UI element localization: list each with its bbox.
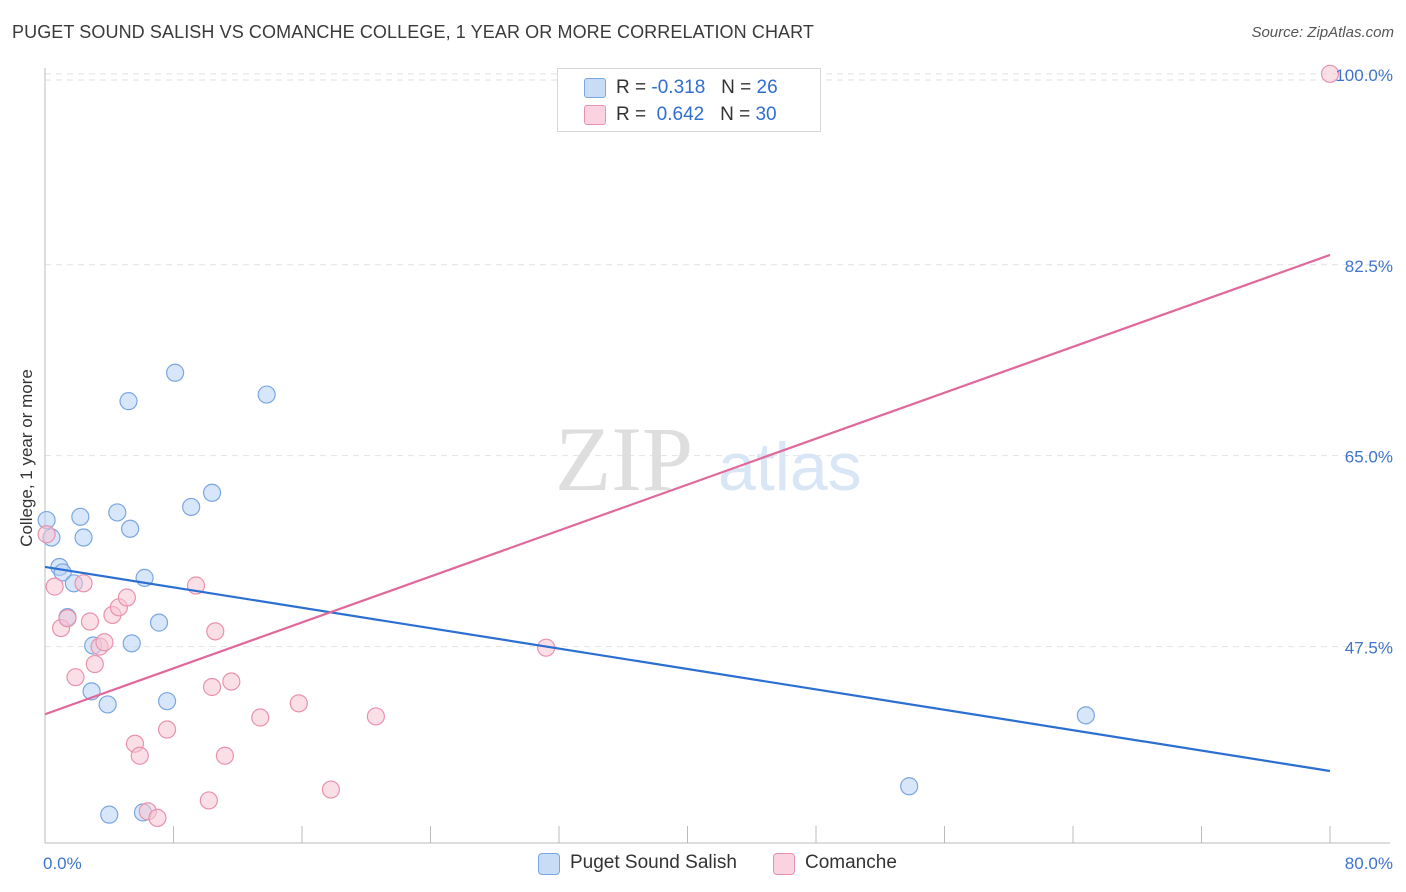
data-point-puget-sound-salish [1076,706,1095,725]
data-point-puget-sound-salish [98,695,117,714]
legend-n-label: N = [720,104,751,125]
data-point-puget-sound-salish [202,483,222,502]
data-point-puget-sound-salish [182,497,201,517]
data-point-puget-sound-salish [149,613,169,632]
watermark: ZIP atlas [555,408,862,510]
bottom-legend-label-pink: Comanche [805,852,897,873]
data-point-puget-sound-salish [71,507,90,526]
data-point-comanche [117,588,137,607]
data-point-comanche [148,808,167,828]
legend-stats-pink: R = 0.642 N = 30 [616,104,777,126]
y-tick-label: 65.0% [1345,448,1393,467]
legend-n-value-blue: 26 [756,77,778,98]
data-point-comanche [199,791,218,810]
data-point-puget-sound-salish [119,392,138,411]
point-layer [37,64,1340,828]
data-point-comanche [45,577,64,596]
trend-line-puget-sound-salish [44,565,1331,773]
data-point-comanche [58,609,77,628]
data-point-comanche [80,612,100,631]
data-point-comanche [66,668,85,687]
y-axis-label: College, 1 year or more [17,369,36,547]
data-point-comanche [85,654,104,674]
data-point-comanche [202,677,222,697]
data-point-comanche [130,746,149,765]
data-point-comanche [215,746,234,765]
data-point-puget-sound-salish [121,519,140,538]
correlation-legend: R = -0.318 N = 26 R = 0.642 N = 30 [557,68,821,132]
data-point-puget-sound-salish [74,528,93,547]
legend-n-value-pink: 30 [755,104,777,125]
legend-r-value-blue: -0.318 [651,77,706,98]
data-point-comanche [206,622,225,641]
data-point-puget-sound-salish [166,363,185,382]
bottom-legend-swatch-pink [773,853,795,875]
data-point-comanche [157,720,177,739]
data-point-comanche [95,633,114,652]
data-point-puget-sound-salish [257,385,276,404]
data-point-comanche [321,780,341,799]
y-tick-label: 100.0% [1335,66,1393,85]
source-credit: Source: ZipAtlas.com [1251,24,1394,41]
watermark-atlas: atlas [718,429,862,505]
data-point-comanche [74,574,93,593]
data-point-puget-sound-salish [157,692,177,711]
data-point-puget-sound-salish [900,777,919,796]
watermark-zip: ZIP [555,408,693,510]
legend-r-value-pink: 0.642 [656,104,705,125]
data-point-comanche [37,525,56,544]
trend-layer [44,253,1331,773]
legend-stats-blue: R = -0.318 N = 26 [616,77,778,99]
trend-line-comanche [44,253,1331,716]
legend-swatch-pink [584,105,606,125]
y-tick-label: 47.5% [1345,639,1393,658]
grid-layer [45,73,1390,648]
chart-title: PUGET SOUND SALISH VS COMANCHE COLLEGE, … [12,22,815,42]
legend-swatch-blue [584,78,606,98]
bottom-legend-swatch-blue [538,853,560,875]
x-tick-label-min: 0.0% [43,854,82,873]
data-point-comanche [1320,64,1340,83]
data-point-puget-sound-salish [122,634,141,653]
y-tick-label: 82.5% [1345,257,1393,276]
legend-r-label: R = [616,77,647,98]
x-tick-label-max: 80.0% [1345,854,1393,873]
data-point-puget-sound-salish [108,503,127,522]
legend-n-label: N = [721,77,752,98]
legend-r-label: R = [616,104,647,125]
data-point-comanche [366,707,385,726]
data-point-comanche [289,694,308,713]
bottom-legend-label-blue: Puget Sound Salish [570,852,737,873]
tick-labels: 47.5% 65.0% 82.5% 100.0% 0.0% 80.0% [43,66,1393,873]
data-point-puget-sound-salish [100,805,119,824]
data-point-comanche [251,708,270,727]
data-point-comanche [222,672,241,691]
